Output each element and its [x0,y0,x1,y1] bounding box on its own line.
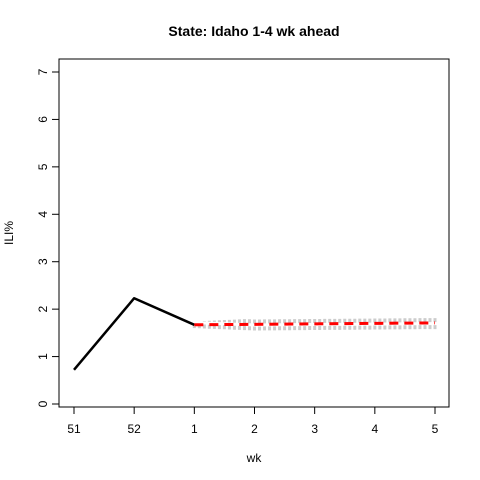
x-tick-label: 1 [191,422,198,436]
forecast-interval-band [192,317,437,331]
x-tick-label: 5 [432,422,439,436]
chart-title: State: Idaho 1-4 wk ahead [168,23,339,39]
y-tick-label: 5 [36,163,50,170]
x-tick-label: 52 [127,422,141,436]
x-tick-label: 51 [67,422,81,436]
y-tick-label: 2 [36,305,50,312]
forecast-line [194,321,436,327]
x-axis-label: wk [246,451,263,465]
x-tick-label: 3 [311,422,318,436]
y-tick-label: 7 [36,68,50,75]
y-tick-label: 4 [36,211,50,218]
observed-line [73,296,195,371]
y-tick-label: 3 [36,258,50,265]
y-tick-label: 0 [36,400,50,407]
y-tick-label: 6 [36,116,50,123]
series-lines [73,296,436,371]
x-tick-label: 2 [251,422,258,436]
y-axis-label: ILI% [2,221,16,245]
y-tick-label: 1 [36,353,50,360]
x-tick-label: 4 [371,422,378,436]
x-axis: 51 52 1 2 3 4 5 [67,406,439,436]
y-axis: 0 1 2 3 4 5 6 7 [36,68,60,407]
